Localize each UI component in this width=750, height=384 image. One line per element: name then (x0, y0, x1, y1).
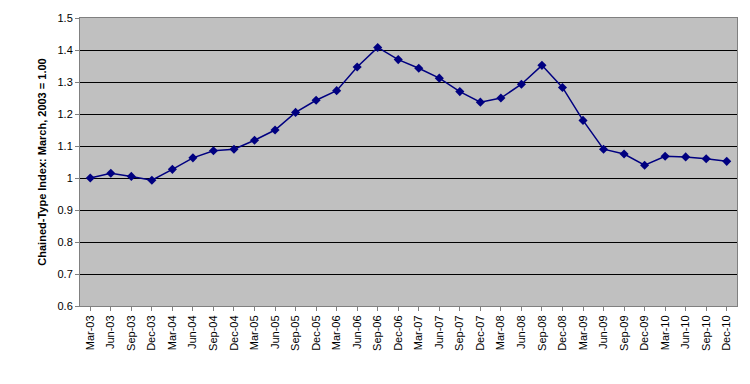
svg-text:Jun-08: Jun-08 (515, 315, 527, 349)
svg-text:Mar-10: Mar-10 (659, 315, 671, 350)
svg-text:Dec-08: Dec-08 (556, 315, 568, 350)
svg-text:Mar-06: Mar-06 (330, 315, 342, 350)
svg-text:1.5: 1.5 (58, 12, 73, 24)
svg-text:0.6: 0.6 (58, 300, 73, 312)
svg-text:Dec-06: Dec-06 (392, 315, 404, 350)
svg-text:Mar-05: Mar-05 (248, 315, 260, 350)
svg-text:Jun-03: Jun-03 (104, 315, 116, 349)
svg-text:Mar-08: Mar-08 (494, 315, 506, 350)
svg-text:Dec-03: Dec-03 (145, 315, 157, 350)
svg-text:Chained-Type Index: March, 200: Chained-Type Index: March, 2003 = 1.00 (36, 58, 48, 265)
svg-text:1.3: 1.3 (58, 76, 73, 88)
svg-text:0.7: 0.7 (58, 268, 73, 280)
svg-text:0.9: 0.9 (58, 204, 73, 216)
svg-text:Dec-10: Dec-10 (720, 315, 732, 350)
svg-text:Sep-07: Sep-07 (453, 315, 465, 350)
svg-text:Dec-09: Dec-09 (638, 315, 650, 350)
svg-text:Dec-05: Dec-05 (310, 315, 322, 350)
svg-text:1.4: 1.4 (58, 44, 73, 56)
svg-text:Sep-08: Sep-08 (536, 315, 548, 350)
svg-text:Dec-07: Dec-07 (474, 315, 486, 350)
svg-text:Sep-03: Sep-03 (125, 315, 137, 350)
svg-text:1.1: 1.1 (58, 140, 73, 152)
svg-text:Dec-04: Dec-04 (228, 315, 240, 350)
svg-text:Jun-05: Jun-05 (269, 315, 281, 349)
svg-text:Sep-09: Sep-09 (618, 315, 630, 350)
svg-text:Mar-04: Mar-04 (166, 315, 178, 350)
svg-text:Sep-06: Sep-06 (371, 315, 383, 350)
svg-text:Sep-10: Sep-10 (700, 315, 712, 350)
svg-text:1: 1 (67, 172, 73, 184)
svg-text:Jun-04: Jun-04 (186, 315, 198, 349)
svg-text:Jun-09: Jun-09 (597, 315, 609, 349)
svg-text:0.8: 0.8 (58, 236, 73, 248)
svg-text:Mar-09: Mar-09 (577, 315, 589, 350)
svg-text:1.2: 1.2 (58, 108, 73, 120)
svg-text:Mar-07: Mar-07 (412, 315, 424, 350)
svg-text:Sep-04: Sep-04 (207, 315, 219, 350)
svg-text:Jun-10: Jun-10 (679, 315, 691, 349)
svg-text:Jun-06: Jun-06 (351, 315, 363, 349)
svg-text:Sep-05: Sep-05 (289, 315, 301, 350)
svg-text:Mar-03: Mar-03 (84, 315, 96, 350)
svg-text:Jun-07: Jun-07 (433, 315, 445, 349)
